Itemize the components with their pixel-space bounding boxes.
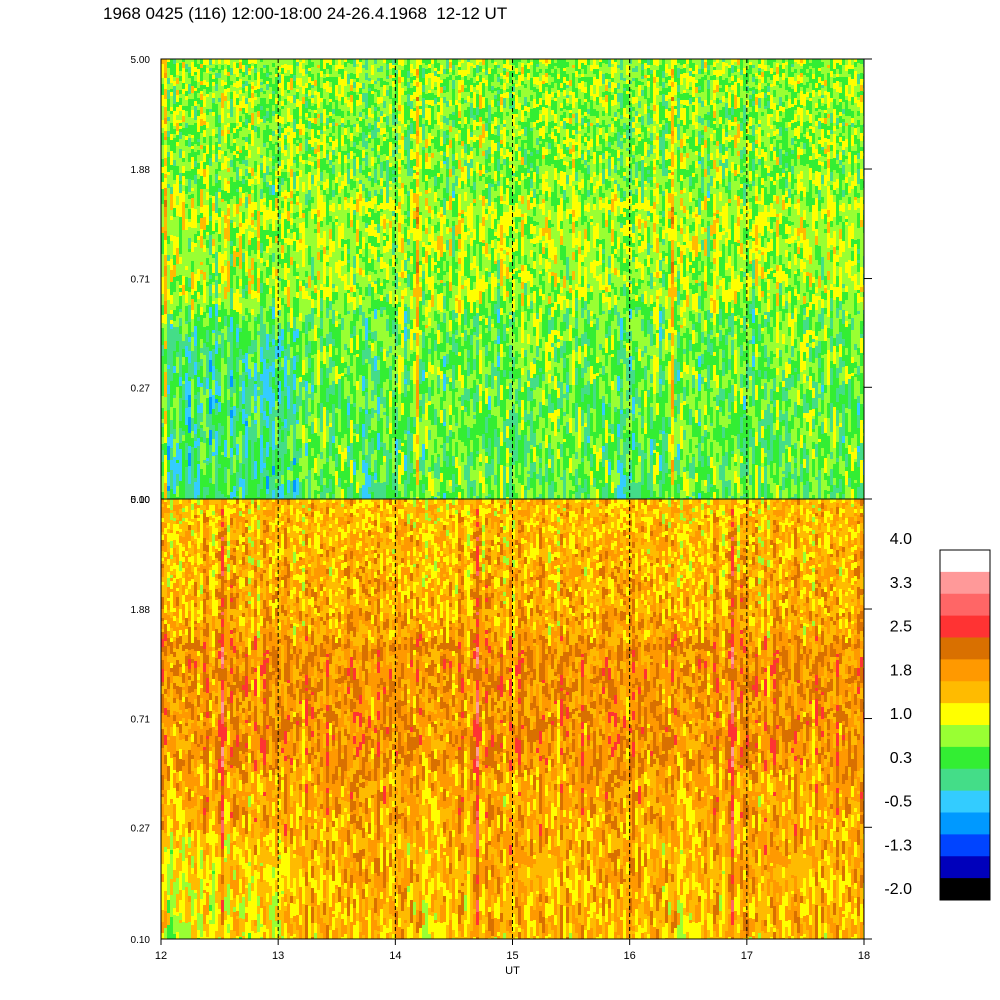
y-tick-label: 0.27 bbox=[131, 823, 151, 834]
y-tick-label: 1.88 bbox=[131, 165, 151, 176]
colorbar-swatch bbox=[940, 703, 990, 726]
colorbar-label: 2.5 bbox=[890, 619, 912, 636]
colorbar-label: 1.0 bbox=[890, 706, 912, 723]
colorbar-label: -0.5 bbox=[884, 794, 912, 811]
colorbar-label: -1.3 bbox=[884, 837, 912, 854]
colorbar-swatch bbox=[940, 681, 990, 704]
x-tick-label: 12 bbox=[155, 950, 167, 962]
axes: 5.001.880.710.270.105.001.880.710.270.10… bbox=[131, 55, 872, 977]
page-title: 1968 0425 (116) 12:00-18:00 24-26.4.1968… bbox=[103, 4, 507, 24]
x-tick-label: 14 bbox=[389, 950, 401, 962]
x-axis-label: UT bbox=[505, 965, 520, 977]
y-tick-label: 5.00 bbox=[131, 495, 151, 506]
colorbar-label: 3.3 bbox=[890, 575, 912, 592]
x-tick-label: 16 bbox=[624, 950, 636, 962]
colorbar-swatch bbox=[940, 878, 990, 901]
y-tick-label: 0.71 bbox=[131, 715, 151, 726]
x-tick-label: 17 bbox=[741, 950, 753, 962]
colorbar-label: 0.3 bbox=[890, 750, 912, 767]
colorbar-label: 1.8 bbox=[890, 662, 912, 679]
x-tick-label: 15 bbox=[506, 950, 518, 962]
colorbar-swatch bbox=[940, 615, 990, 638]
colorbar-swatch bbox=[940, 593, 990, 617]
y-tick-label: 0.10 bbox=[131, 935, 151, 946]
x-tick-label: 13 bbox=[272, 950, 284, 962]
colorbar-swatch bbox=[940, 746, 990, 770]
y-tick-label: 0.71 bbox=[131, 275, 151, 286]
colorbar: 4.0 3.3 2.5 1.8 1.0 0.3 -0.5 -1.3 -2.0 bbox=[884, 531, 991, 901]
colorbar-swatch bbox=[940, 659, 990, 682]
colorbar-label: 4.0 bbox=[890, 531, 912, 548]
colorbar-swatch bbox=[940, 834, 990, 857]
colorbar-swatch bbox=[940, 725, 990, 748]
colorbar-swatch bbox=[940, 790, 990, 813]
colorbar-label: -2.0 bbox=[884, 881, 912, 898]
colorbar-frame bbox=[939, 549, 991, 901]
y-tick-label: 0.27 bbox=[131, 383, 151, 394]
y-tick-label: 1.88 bbox=[131, 605, 151, 616]
y-tick-label: 5.00 bbox=[131, 55, 151, 66]
colorbar-swatch bbox=[940, 571, 990, 595]
x-tick-label: 18 bbox=[858, 950, 870, 962]
y-tick-label: 0.10 bbox=[131, 495, 151, 506]
colorbar-swatch bbox=[940, 812, 990, 835]
colorbar-swatch bbox=[940, 768, 990, 792]
spectrogram-panel-top bbox=[161, 59, 864, 499]
colorbar-swatch bbox=[940, 550, 990, 573]
colorbar-swatch bbox=[940, 856, 990, 879]
spectrogram-panel-bottom bbox=[161, 499, 864, 939]
colorbar-swatch bbox=[940, 637, 990, 660]
